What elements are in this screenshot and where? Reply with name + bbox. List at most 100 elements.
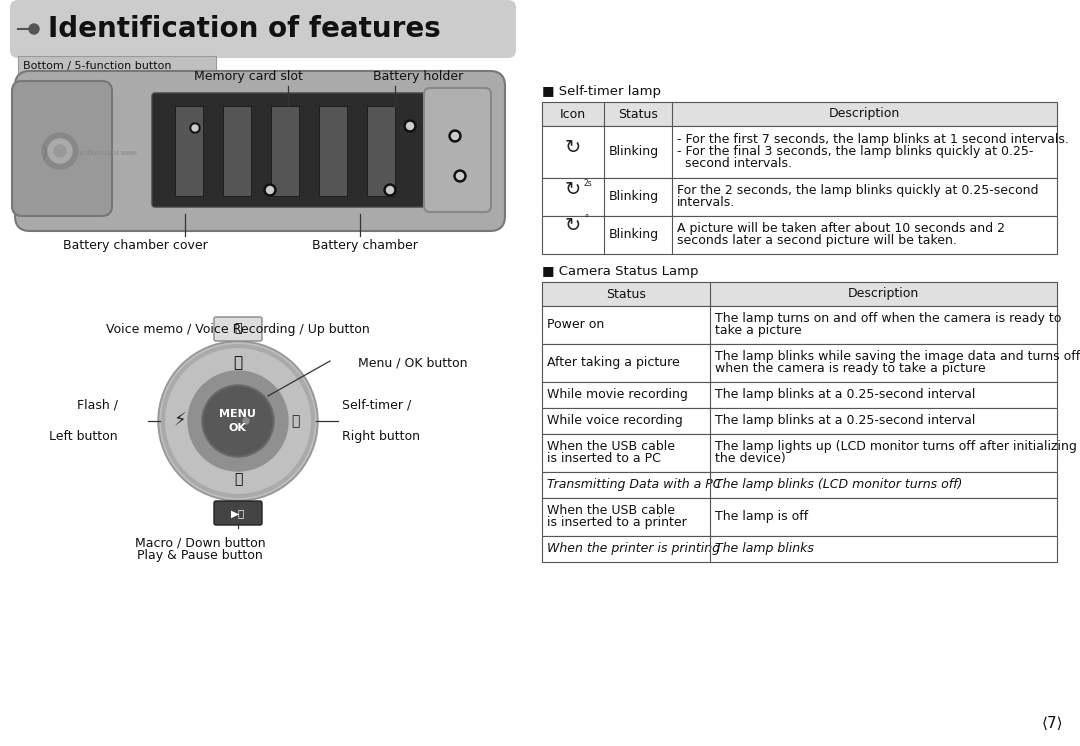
Circle shape bbox=[457, 172, 463, 180]
Text: Battery holder: Battery holder bbox=[373, 70, 463, 83]
Bar bbox=[542, 408, 1057, 434]
Bar bbox=[542, 282, 1057, 306]
Bar bbox=[542, 178, 1057, 216]
FancyBboxPatch shape bbox=[214, 317, 262, 341]
Circle shape bbox=[449, 130, 461, 142]
Text: 📼: 📼 bbox=[234, 322, 242, 336]
Bar bbox=[319, 106, 347, 196]
Text: The lamp turns on and off when the camera is ready to: The lamp turns on and off when the camer… bbox=[715, 312, 1062, 325]
Text: OK: OK bbox=[228, 423, 246, 433]
Text: Voice memo / Voice Recording / Up button: Voice memo / Voice Recording / Up button bbox=[106, 324, 369, 336]
Bar bbox=[542, 126, 1057, 178]
Text: ■ Camera Status Lamp: ■ Camera Status Lamp bbox=[542, 265, 699, 278]
Text: Identification of features: Identification of features bbox=[48, 15, 441, 43]
Text: Left button: Left button bbox=[50, 430, 118, 443]
Text: 🎤: 🎤 bbox=[233, 356, 243, 371]
Text: - For the final 3 seconds, the lamp blinks quickly at 0.25-: - For the final 3 seconds, the lamp blin… bbox=[677, 145, 1034, 158]
FancyBboxPatch shape bbox=[424, 88, 491, 212]
Bar bbox=[542, 536, 1057, 562]
Text: ⏻: ⏻ bbox=[291, 414, 299, 428]
Text: Status: Status bbox=[606, 287, 646, 301]
Text: Blinking: Blinking bbox=[609, 145, 659, 158]
Bar bbox=[542, 216, 1057, 254]
Text: Blinking: Blinking bbox=[609, 228, 659, 241]
Text: The lamp blinks (LCD monitor turns off): The lamp blinks (LCD monitor turns off) bbox=[715, 478, 962, 491]
Text: Transmitting Data with a PC: Transmitting Data with a PC bbox=[546, 478, 721, 491]
Text: A picture will be taken after about 10 seconds and 2: A picture will be taken after about 10 s… bbox=[677, 222, 1005, 235]
Text: ↻: ↻ bbox=[565, 216, 581, 236]
Text: The lamp is off: The lamp is off bbox=[715, 510, 808, 523]
Circle shape bbox=[188, 371, 288, 471]
Text: intervals.: intervals. bbox=[677, 196, 735, 209]
Text: take a picture: take a picture bbox=[715, 324, 801, 337]
Circle shape bbox=[267, 186, 273, 193]
Text: Icon: Icon bbox=[559, 107, 586, 121]
Text: Play & Pause button: Play & Pause button bbox=[137, 549, 262, 562]
Circle shape bbox=[29, 24, 39, 34]
Bar bbox=[542, 102, 1057, 126]
FancyBboxPatch shape bbox=[214, 501, 262, 525]
Bar bbox=[542, 434, 1057, 472]
Text: The lamp blinks: The lamp blinks bbox=[715, 542, 814, 555]
Text: When the printer is printing: When the printer is printing bbox=[546, 542, 720, 555]
Text: ■ Self-timer lamp: ■ Self-timer lamp bbox=[542, 85, 661, 98]
Circle shape bbox=[160, 343, 316, 499]
Circle shape bbox=[384, 184, 396, 196]
Circle shape bbox=[406, 122, 414, 130]
Text: Blinking: Blinking bbox=[609, 190, 659, 203]
Text: After taking a picture: After taking a picture bbox=[546, 356, 679, 369]
Text: While voice recording: While voice recording bbox=[546, 414, 683, 427]
Text: 2s: 2s bbox=[584, 178, 593, 187]
Text: The lamp lights up (LCD monitor turns off after initializing: The lamp lights up (LCD monitor turns of… bbox=[715, 440, 1077, 453]
Text: Memory card slot: Memory card slot bbox=[193, 70, 302, 83]
Text: Self-timer /: Self-timer / bbox=[342, 399, 411, 412]
Text: Battery chamber: Battery chamber bbox=[312, 239, 418, 252]
Bar bbox=[542, 472, 1057, 498]
Text: The lamp blinks while saving the image data and turns off: The lamp blinks while saving the image d… bbox=[715, 350, 1080, 363]
Bar bbox=[271, 106, 299, 196]
Text: - For the first 7 seconds, the lamp blinks at 1 second intervals.: - For the first 7 seconds, the lamp blin… bbox=[677, 133, 1069, 146]
Text: When the USB cable: When the USB cable bbox=[546, 504, 675, 517]
Text: ⚡: ⚡ bbox=[174, 412, 187, 430]
Bar bbox=[175, 106, 203, 196]
Text: Power on: Power on bbox=[546, 318, 604, 331]
FancyBboxPatch shape bbox=[152, 93, 438, 207]
Text: ↻: ↻ bbox=[565, 138, 581, 157]
Text: For the 2 seconds, the lamp blinks quickly at 0.25-second: For the 2 seconds, the lamp blinks quick… bbox=[677, 184, 1039, 197]
Text: ⟨7⟩: ⟨7⟩ bbox=[1041, 716, 1063, 732]
Text: ) (: ) ( bbox=[42, 145, 58, 160]
Text: MENU: MENU bbox=[218, 409, 256, 419]
Circle shape bbox=[204, 387, 272, 455]
Circle shape bbox=[387, 186, 393, 193]
Bar bbox=[542, 498, 1057, 536]
Bar bbox=[542, 344, 1057, 382]
Text: second intervals.: second intervals. bbox=[677, 157, 792, 170]
Bar bbox=[542, 382, 1057, 408]
Text: °: ° bbox=[584, 215, 589, 224]
Text: Macro / Down button: Macro / Down button bbox=[135, 536, 266, 549]
Bar bbox=[18, 56, 216, 75]
Text: Bottom / 5-function button: Bottom / 5-function button bbox=[23, 61, 172, 71]
Bar bbox=[542, 306, 1057, 344]
Circle shape bbox=[202, 385, 274, 457]
Text: Right button: Right button bbox=[342, 430, 420, 443]
Bar bbox=[367, 106, 395, 196]
Text: Status: Status bbox=[618, 107, 658, 121]
Circle shape bbox=[48, 139, 72, 163]
Text: seconds later a second picture will be taken.: seconds later a second picture will be t… bbox=[677, 234, 957, 247]
Text: While movie recording: While movie recording bbox=[546, 388, 688, 401]
Circle shape bbox=[404, 120, 416, 132]
Text: Description: Description bbox=[848, 287, 919, 301]
Circle shape bbox=[158, 341, 318, 501]
Text: 🌷: 🌷 bbox=[233, 472, 242, 486]
Circle shape bbox=[54, 145, 66, 157]
Circle shape bbox=[454, 170, 465, 182]
Text: ↻: ↻ bbox=[565, 181, 581, 199]
Circle shape bbox=[451, 133, 459, 140]
Text: The lamp blinks at a 0.25-second interval: The lamp blinks at a 0.25-second interva… bbox=[715, 414, 975, 427]
Circle shape bbox=[243, 418, 249, 424]
FancyBboxPatch shape bbox=[10, 0, 516, 58]
Text: ▶⏸: ▶⏸ bbox=[231, 508, 245, 518]
Circle shape bbox=[264, 184, 276, 196]
FancyBboxPatch shape bbox=[12, 81, 112, 216]
